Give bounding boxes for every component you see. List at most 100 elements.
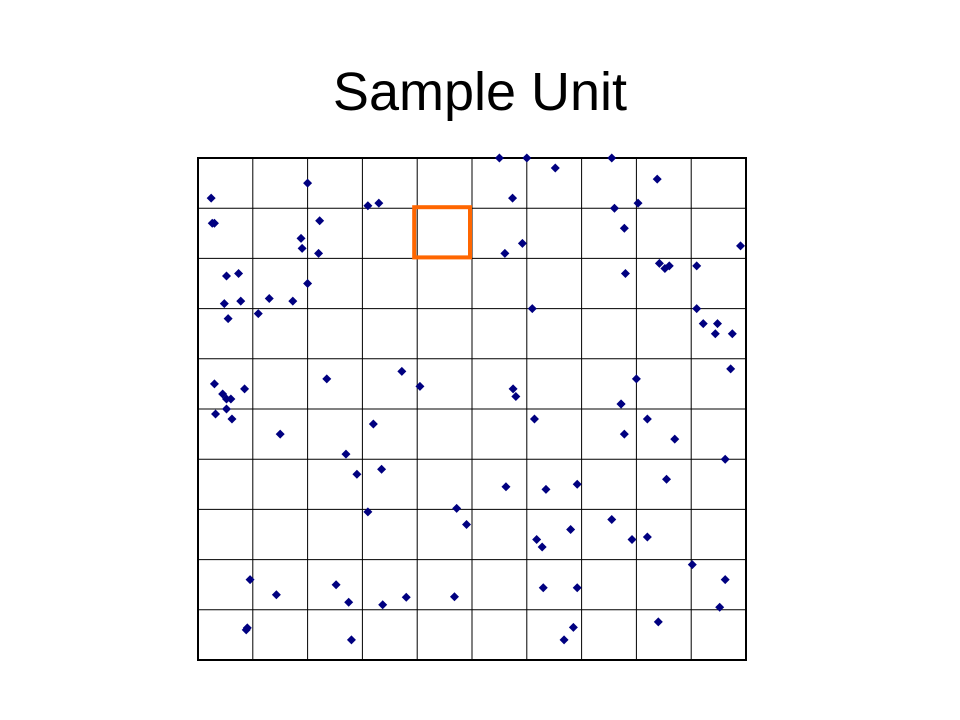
sample-point	[538, 583, 548, 593]
sample-point	[619, 223, 629, 233]
sample-point	[736, 241, 746, 251]
sample-point	[607, 153, 617, 163]
slide-title: Sample Unit	[332, 62, 628, 122]
sample-point	[297, 243, 307, 253]
sample-point	[692, 304, 702, 314]
sample-point	[698, 319, 708, 329]
sample-point	[368, 419, 378, 429]
grid-outer-border	[197, 157, 747, 661]
sample-point	[670, 434, 680, 444]
sample-point	[727, 329, 737, 339]
sample-point	[607, 514, 617, 524]
sample-point	[234, 268, 244, 278]
sample-point	[322, 374, 332, 384]
sample-point	[537, 542, 547, 552]
sample-point	[236, 296, 246, 306]
sample-point	[352, 469, 362, 479]
sample-point	[401, 592, 411, 602]
sample-point	[620, 268, 630, 278]
sample-point	[207, 218, 217, 228]
sample-point	[303, 279, 313, 288]
sample-point	[303, 178, 313, 188]
sample-point	[652, 174, 662, 184]
sample-point	[242, 623, 252, 633]
sample-point	[642, 532, 652, 542]
sample-point	[315, 216, 325, 226]
sample-point	[710, 329, 720, 339]
sample-point	[627, 535, 637, 545]
sample-point	[346, 635, 356, 645]
sample-point	[206, 193, 216, 203]
sample-point	[211, 409, 221, 419]
sample-point	[377, 464, 387, 474]
sample-point	[219, 299, 229, 309]
sample-point	[631, 374, 641, 384]
sample-point	[517, 238, 527, 248]
sample-point	[331, 580, 341, 590]
sample-point	[559, 635, 569, 645]
sample-point	[726, 364, 736, 374]
sample-point	[223, 314, 233, 324]
sample-point	[245, 575, 255, 585]
sample-point	[550, 163, 560, 173]
sample-point	[713, 319, 723, 329]
sample-point	[271, 590, 281, 600]
sample-point	[616, 399, 626, 409]
sample-point	[532, 535, 542, 545]
sample-point	[633, 198, 643, 208]
sample-point	[415, 381, 425, 391]
sample-point	[572, 583, 582, 593]
sample-point	[541, 484, 551, 494]
sample-point	[221, 394, 231, 404]
sample-point	[687, 560, 697, 570]
sample-point	[452, 503, 462, 513]
grid-border	[197, 157, 747, 661]
sample-point	[341, 449, 351, 459]
sample-point	[363, 507, 373, 517]
sample-point	[221, 271, 231, 281]
sample-point	[654, 258, 664, 268]
sample-point	[501, 482, 511, 492]
sample-point	[494, 153, 504, 163]
sample-point	[660, 263, 670, 273]
sample-point	[715, 602, 725, 612]
sample-point	[529, 414, 539, 424]
point-layer	[206, 153, 746, 645]
sample-point	[462, 519, 472, 529]
sample-point	[720, 454, 730, 464]
sample-point	[227, 414, 237, 424]
sample-point	[221, 404, 231, 414]
sample-point	[363, 201, 373, 211]
sample-point	[264, 294, 274, 304]
sample-point	[527, 304, 537, 314]
sample-point	[344, 597, 354, 607]
sample-point	[374, 198, 384, 208]
sample-point	[609, 203, 619, 213]
sample-point	[653, 617, 663, 627]
sample-point	[642, 414, 652, 424]
sample-point	[275, 429, 285, 439]
sample-point	[508, 384, 518, 394]
sample-point	[568, 622, 578, 632]
sample-point	[314, 248, 324, 258]
sample-point	[397, 366, 407, 376]
sample-point	[378, 600, 388, 610]
sample-point	[296, 233, 306, 243]
sample-point	[508, 193, 518, 203]
sample-point	[522, 153, 532, 163]
sample-point	[572, 479, 582, 489]
sample-point	[692, 261, 702, 271]
sample-point	[511, 391, 521, 401]
sample-point	[209, 379, 219, 389]
sample-point	[240, 384, 250, 394]
sample-point	[253, 309, 263, 319]
sample-unit-highlight	[412, 205, 473, 260]
sample-point	[566, 524, 576, 534]
sample-point	[662, 474, 672, 484]
sample-point	[619, 429, 629, 439]
sample-point	[720, 575, 730, 585]
sample-point	[288, 296, 298, 306]
sample-point	[500, 248, 510, 258]
sample-point	[449, 592, 459, 602]
